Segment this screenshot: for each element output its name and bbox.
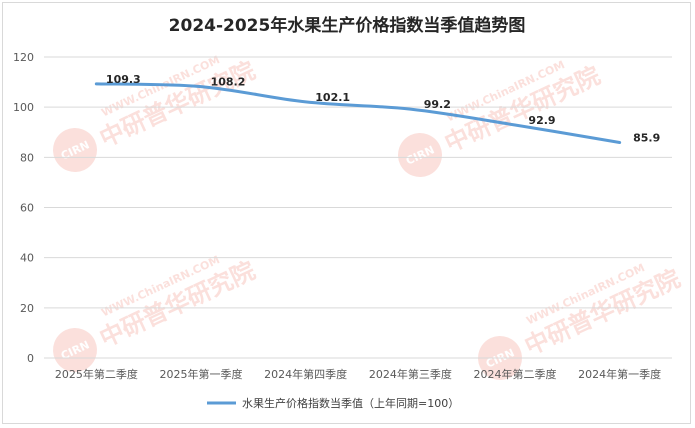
data-label: 92.9 — [528, 114, 555, 127]
legend[interactable]: 水果生产价格指数当季值（上年同期=100） — [207, 396, 459, 410]
y-tick-label: 20 — [20, 302, 34, 315]
x-tick-label: 2024年第三季度 — [369, 367, 452, 381]
y-tick-label: 100 — [13, 101, 34, 114]
x-tick-label: 2024年第二季度 — [474, 367, 557, 381]
y-tick-label: 120 — [13, 51, 34, 64]
series-line — [94, 82, 622, 145]
y-tick-label: 60 — [20, 202, 34, 215]
chart-title: 2024-2025年水果生产价格指数当季值趋势图 — [169, 15, 526, 36]
chart-frame — [2, 2, 691, 424]
watermark-badge — [53, 128, 97, 172]
y-tick-label: 40 — [20, 252, 34, 265]
legend-label: 水果生产价格指数当季值（上年同期=100） — [242, 396, 459, 410]
x-tick-label: 2025年第二季度 — [55, 367, 138, 381]
x-tick-label: 2024年第四季度 — [264, 367, 347, 381]
y-axis-ticks: 0 20 40 60 80 100 120 — [13, 51, 34, 365]
x-tick-label: 2025年第一季度 — [160, 367, 243, 381]
x-tick-label: 2024年第一季度 — [578, 367, 661, 381]
data-labels: 109.3 108.2 102.1 99.2 92.9 85.9 — [106, 73, 660, 145]
data-label: 102.1 — [315, 91, 350, 104]
series-layer — [94, 82, 622, 145]
data-label: 99.2 — [424, 98, 451, 111]
x-axis-ticks: 2025年第二季度 2025年第一季度 2024年第四季度 2024年第三季度 2024… — [55, 367, 661, 381]
data-label: 85.9 — [633, 132, 660, 145]
gridlines — [44, 56, 672, 359]
data-label: 109.3 — [106, 73, 141, 86]
data-label: 108.2 — [211, 76, 246, 89]
watermark-badge — [53, 328, 97, 372]
watermark-badge — [398, 133, 442, 177]
y-tick-label: 0 — [27, 352, 34, 365]
y-tick-label: 80 — [20, 151, 34, 164]
